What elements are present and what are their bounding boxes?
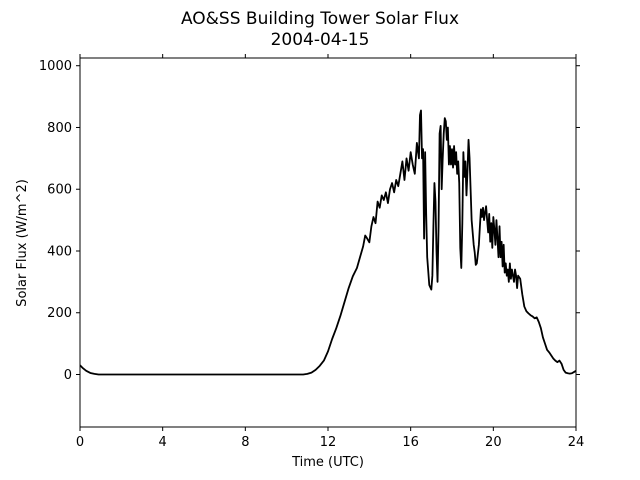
x-tick-label: 4 xyxy=(159,435,167,450)
x-tick-label: 24 xyxy=(568,435,585,450)
y-tick-label: 1000 xyxy=(39,59,72,74)
x-axis: 0 4 8 12 16 20 24 xyxy=(76,54,584,450)
y-tick-label: 200 xyxy=(47,306,72,321)
plot-area xyxy=(80,109,576,376)
chart-title: AO&SS Building Tower Solar Flux xyxy=(181,9,459,29)
y-tick-label: 800 xyxy=(47,121,72,136)
y-tick-label: 0 xyxy=(64,368,72,383)
x-tick-label: 0 xyxy=(76,435,84,450)
x-axis-label: Time (UTC) xyxy=(291,455,364,470)
x-tick-label: 16 xyxy=(402,435,419,450)
solar-flux-line xyxy=(80,109,576,376)
y-tick-label: 600 xyxy=(47,183,72,198)
x-tick-label: 20 xyxy=(485,435,502,450)
y-axis-label: Solar Flux (W/m^2) xyxy=(15,179,30,307)
x-tick-label: 12 xyxy=(320,435,337,450)
x-tick-label: 8 xyxy=(241,435,249,450)
chart-subtitle: 2004-04-15 xyxy=(271,30,370,50)
y-axis: 0 200 400 600 800 1000 xyxy=(39,59,580,383)
y-tick-label: 400 xyxy=(47,244,72,259)
